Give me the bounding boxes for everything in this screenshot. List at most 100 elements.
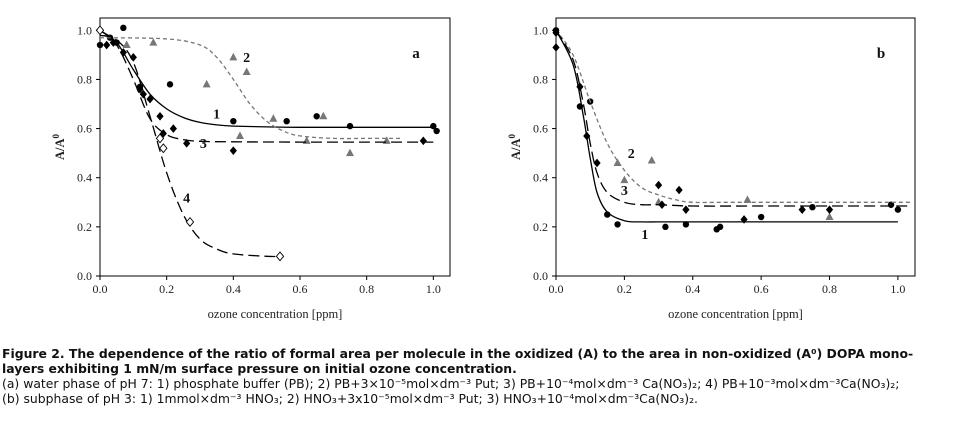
caption-panel-b-line: (b) subphase of pH 3: 1) 1mmol×dm⁻³ HNO₃… [2,391,698,406]
figure-plots: 0.0 0.2 0.4 0.6 0.8 1.0 0.0 0.2 0.4 0.6 0.8 1.0 ozon… [51,17,916,321]
x-axis-label: ozone concentration [ppm] [208,307,343,321]
data-point [716,223,724,231]
data-point [757,213,765,221]
x-tick-label: 0.8 [822,282,837,296]
data-point [583,131,591,141]
data-point [122,40,131,49]
curve-label: 3 [200,137,207,152]
data-point [149,38,158,46]
caption-panel-a-line: (a) water phase of pH 7: 1) phosphate bu… [2,376,900,391]
fit-curve-3 [99,29,434,143]
x-tick-label: 0.6 [754,282,769,296]
y-tick-label: 0.0 [533,269,548,283]
data-point [419,136,427,146]
data-point [675,185,683,195]
data-point [103,40,111,50]
y-tick-label: 0.6 [77,122,92,136]
fit-curve-3 [555,29,912,207]
data-point [658,200,666,210]
data-point [662,223,669,231]
data-point [166,81,174,88]
x-tick-label: 1.0 [426,282,441,296]
fit-curve-2 [555,29,912,204]
data-point [185,216,195,227]
data-point [109,38,117,47]
data-point [593,158,601,168]
figure-caption: Figure 2. The dependence of the ratio of… [2,346,972,406]
y-tick-label: 0.6 [533,122,548,136]
data-point [576,103,584,110]
data-point [156,111,164,121]
x-tick-label: 1.0 [890,282,905,296]
data-point [229,146,237,155]
y-tick-label: 0.2 [77,220,92,234]
x-tick-label: 0.2 [617,282,632,296]
data-point [159,143,168,154]
series-b-3: 3 [552,28,912,224]
x-tick-label: 0.6 [293,282,308,296]
y-axis-label: A/A0 [51,133,67,160]
panel-label: a [412,46,420,62]
data-point [183,139,191,148]
data-point [275,251,285,262]
curve-label: 2 [628,147,635,162]
y-axis-label: A/A0 [507,133,523,160]
series-b-1: 1 [552,27,902,243]
data-point [313,113,320,120]
chart-panel-b: 0.0 0.2 0.4 0.6 0.8 1.0 0.0 0.2 0.4 0.6 0.8 1.0 ozon… [507,17,916,321]
caption-title-line-2: layers exhibiting 1 mN/m surface pressur… [2,361,517,376]
data-point [236,131,244,139]
data-point [319,111,328,120]
data-point [346,148,354,157]
data-point [552,28,560,38]
chart-panel-a: 0.0 0.2 0.4 0.6 0.8 1.0 0.0 0.2 0.4 0.6 0.8 1.0 ozon… [51,17,451,321]
data-point [825,212,834,221]
fit-curve-1 [99,29,434,128]
data-point [647,156,656,164]
data-point [682,205,690,214]
series-a-1: 1 [96,24,440,135]
data-point [740,215,748,224]
y-axis-label-base: A/A [509,138,523,160]
caption-title-line-1: Figure 2. The dependence of the ratio of… [2,346,914,361]
data-point [146,94,154,104]
data-point [825,205,834,214]
y-axis-label-base: A/A [53,138,67,160]
data-point [229,52,238,61]
data-point [430,122,437,130]
data-point [654,180,663,190]
data-point [682,221,690,228]
data-point [242,67,251,76]
y-tick-label: 0.4 [77,171,92,185]
y-tick-label: 1.0 [533,23,548,37]
x-tick-label: 0.8 [359,282,374,296]
x-tick-label: 0.4 [685,282,700,296]
x-tick-label: 0.0 [93,282,108,296]
x-tick-label: 0.4 [226,282,241,296]
data-point [269,114,278,122]
data-point [809,204,816,211]
curve-label: 2 [243,51,250,66]
data-point [894,206,902,213]
curve-label: 1 [641,228,648,243]
data-point [604,211,611,218]
series-a-2: 2 [99,37,400,157]
curve-label: 4 [183,191,190,206]
y-axis-label-superscript: 0 [507,133,517,138]
data-point [798,205,806,214]
data-point [552,43,560,52]
data-point [614,221,621,228]
y-tick-label: 0.8 [77,72,92,86]
series-b-2: 2 [555,29,912,221]
data-point [620,175,629,184]
plot-frame [555,17,916,277]
data-point [119,48,127,57]
data-point [613,158,622,166]
y-tick-label: 1.0 [77,23,92,37]
plot-frame [99,17,451,277]
series-a-4: 4 [95,25,285,262]
y-axis-label-superscript: 0 [51,133,61,138]
x-tick-label: 0.2 [159,282,174,296]
y-tick-label: 0.0 [77,269,92,283]
